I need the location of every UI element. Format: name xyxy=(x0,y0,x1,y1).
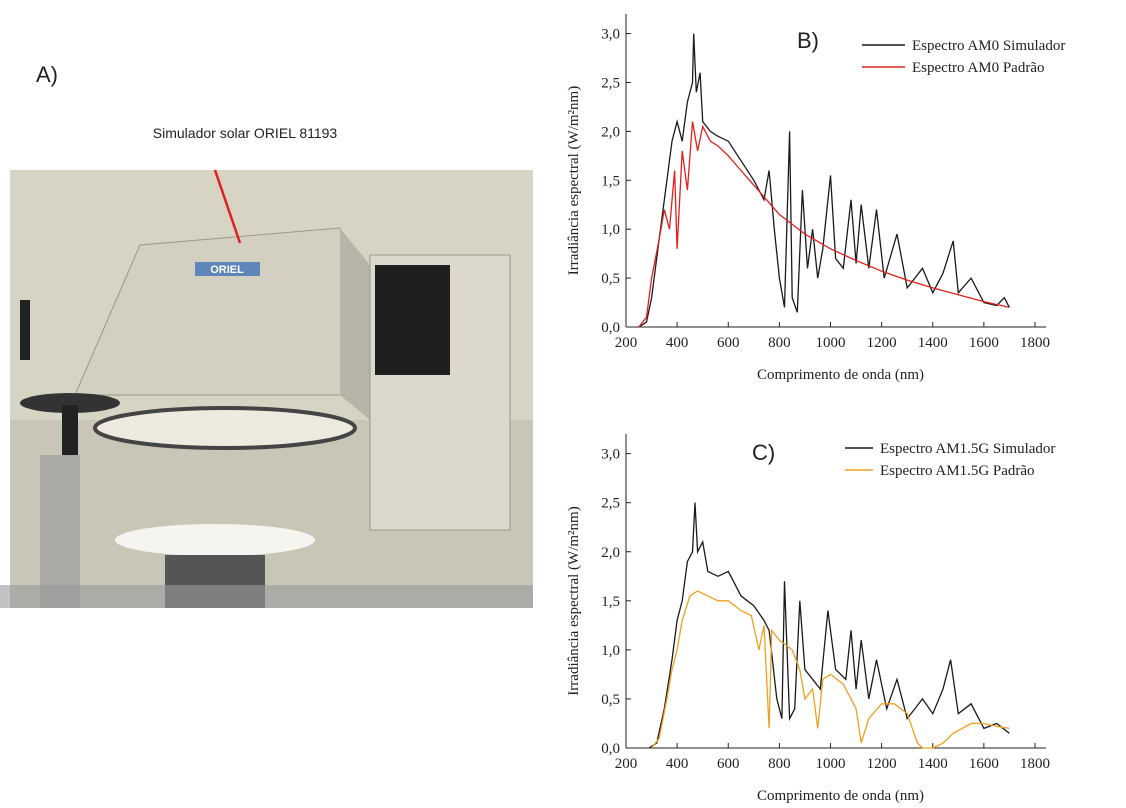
x-axis-title: Comprimento de onda (nm) xyxy=(757,788,924,804)
x-tick-label: 400 xyxy=(666,335,689,351)
y-tick-label: 2,5 xyxy=(601,75,620,91)
legend-label: Espectro AM0 Padrão xyxy=(912,60,1044,76)
y-tick-label: 1,0 xyxy=(601,222,620,238)
legend-label: Espectro AM1.5G Simulador xyxy=(880,441,1055,457)
y-tick-label: 2,0 xyxy=(601,545,620,561)
x-tick-label: 1800 xyxy=(1020,756,1050,772)
y-tick-label: 3,0 xyxy=(601,27,620,43)
y-tick-label: 1,5 xyxy=(601,173,620,189)
x-tick-label: 200 xyxy=(615,756,638,772)
x-tick-label: 800 xyxy=(768,335,791,351)
x-axis-title: Comprimento de onda (nm) xyxy=(757,367,924,383)
photo-caption: Simulador solar ORIEL 81193 xyxy=(153,125,338,141)
x-tick-label: 800 xyxy=(768,756,791,772)
x-tick-label: 1000 xyxy=(816,756,846,772)
x-tick-label: 400 xyxy=(666,756,689,772)
x-tick-label: 600 xyxy=(717,335,740,351)
y-tick-label: 0,0 xyxy=(601,320,620,336)
x-tick-label: 1200 xyxy=(867,756,897,772)
y-tick-label: 3,0 xyxy=(601,447,620,463)
series-line xyxy=(638,121,1010,328)
photo: ORIEL xyxy=(0,169,533,608)
series-line xyxy=(651,590,1010,749)
series-line xyxy=(648,502,1010,749)
x-tick-label: 1800 xyxy=(1020,335,1050,351)
y-tick-label: 2,5 xyxy=(601,496,620,512)
y-tick-label: 0,5 xyxy=(601,271,620,287)
x-tick-label: 1600 xyxy=(969,756,999,772)
panel-label: B) xyxy=(797,28,819,53)
legend-label: Espectro AM1.5G Padrão xyxy=(880,463,1035,479)
x-tick-label: 1000 xyxy=(816,335,846,351)
x-tick-label: 1400 xyxy=(918,756,948,772)
y-tick-label: 2,0 xyxy=(601,124,620,140)
x-tick-label: 1200 xyxy=(867,335,897,351)
x-tick-label: 1400 xyxy=(918,335,948,351)
panel-label: A) xyxy=(36,62,58,87)
x-tick-label: 1600 xyxy=(969,335,999,351)
legend-label: Espectro AM0 Simulador xyxy=(912,38,1065,54)
y-axis-title: Irradiância espectral (W/m²nm) xyxy=(566,86,582,275)
y-tick-label: 0,5 xyxy=(601,692,620,708)
x-tick-label: 600 xyxy=(717,756,740,772)
y-tick-label: 1,5 xyxy=(601,594,620,610)
y-tick-label: 0,0 xyxy=(601,741,620,757)
series-line xyxy=(638,33,1010,328)
y-tick-label: 1,0 xyxy=(601,643,620,659)
x-tick-label: 200 xyxy=(615,335,638,351)
y-axis-title: Irradiância espectral (W/m²nm) xyxy=(566,506,582,695)
panel-label: C) xyxy=(752,440,775,465)
photo-brand: ORIEL xyxy=(210,264,244,276)
